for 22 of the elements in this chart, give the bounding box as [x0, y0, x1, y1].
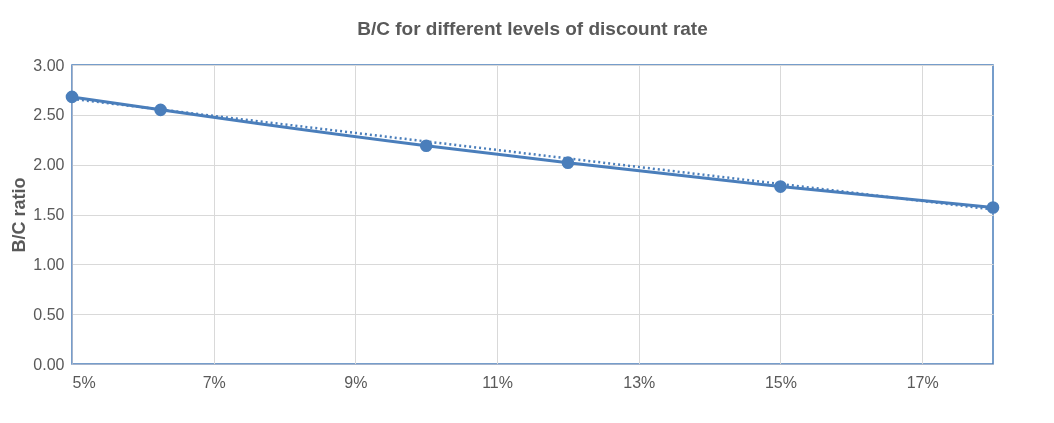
point — [561, 156, 575, 169]
point — [154, 103, 167, 117]
x-tick-label: 11% — [482, 373, 513, 391]
y-tick-label: 2.00 — [33, 156, 65, 174]
x-tick-label: 5% — [72, 373, 96, 391]
x-tick-label: 17% — [906, 373, 939, 391]
y-tick-label: 1.50 — [33, 206, 65, 223]
point — [986, 201, 1000, 214]
y-tick-label: 3.00 — [33, 56, 65, 74]
point — [419, 139, 433, 153]
y-axis-title: B/C ratio — [9, 177, 30, 253]
x-tick-label: 9% — [344, 373, 368, 391]
y-tick-label: 2.50 — [33, 106, 65, 124]
x-tick-label: 15% — [764, 373, 797, 391]
point — [774, 180, 787, 193]
chart-title: B/C for different levels of discount rate — [357, 18, 708, 39]
y-tick-label: 0.50 — [33, 305, 65, 323]
x-tick-label: 7% — [202, 373, 226, 391]
y-tick-label: 0.00 — [33, 355, 65, 373]
y-tick-label: 1.00 — [33, 255, 65, 273]
point — [65, 90, 79, 104]
x-tick-label: 13% — [623, 373, 656, 391]
